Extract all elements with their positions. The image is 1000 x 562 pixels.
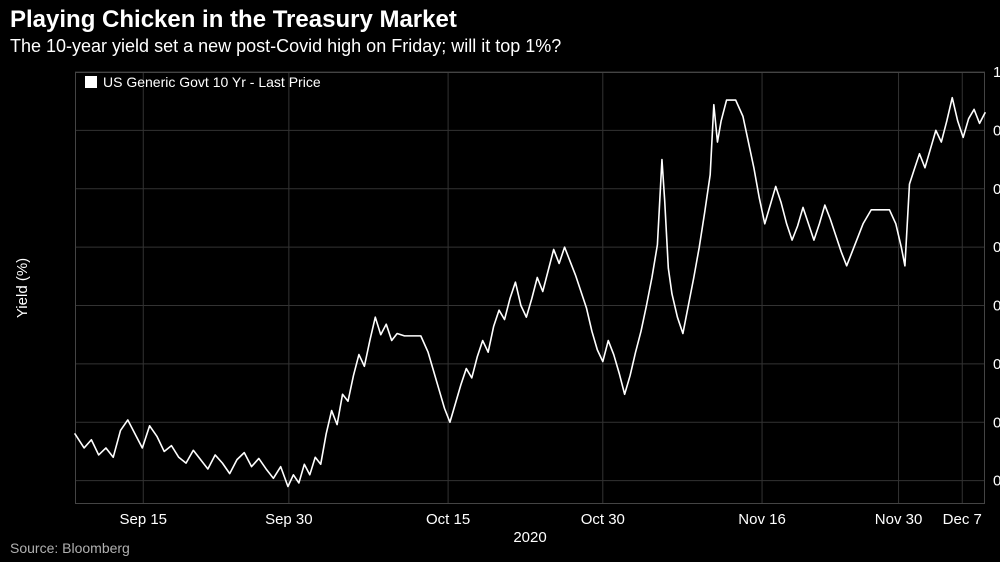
x-tick-label: Sep 30 xyxy=(265,511,313,528)
series-line xyxy=(75,98,985,487)
plot-area: 0.65000.70000.75000.80000.85000.90000.95… xyxy=(75,72,985,504)
y-tick-label: 1.0000 xyxy=(993,64,1000,81)
y-tick-label: 0.8000 xyxy=(993,298,1000,315)
y-tick-label: 0.9500 xyxy=(993,122,1000,139)
chart-title: Playing Chicken in the Treasury Market xyxy=(10,6,457,34)
y-tick-label: 0.6500 xyxy=(993,473,1000,490)
x-tick-label: Sep 15 xyxy=(119,511,167,528)
x-tick-label: Oct 30 xyxy=(581,511,625,528)
x-year-label: 2020 xyxy=(513,529,546,546)
y-tick-label: 0.8500 xyxy=(993,239,1000,256)
y-tick-label: 0.7000 xyxy=(993,414,1000,431)
source-text: Source: Bloomberg xyxy=(10,540,130,556)
x-tick-label: Oct 15 xyxy=(426,511,470,528)
chart-container: Playing Chicken in the Treasury Market T… xyxy=(0,0,1000,562)
chart-subtitle: The 10-year yield set a new post-Covid h… xyxy=(10,36,561,57)
x-tick-label: Nov 16 xyxy=(738,511,786,528)
x-tick-label: Nov 30 xyxy=(875,511,923,528)
y-tick-label: 0.9000 xyxy=(993,181,1000,198)
legend: US Generic Govt 10 Yr - Last Price xyxy=(85,74,321,90)
y-axis-label: Yield (%) xyxy=(14,258,31,318)
y-tick-label: 0.7500 xyxy=(993,356,1000,373)
x-tick-label: Dec 7 xyxy=(943,511,982,528)
legend-label: US Generic Govt 10 Yr - Last Price xyxy=(103,74,321,90)
